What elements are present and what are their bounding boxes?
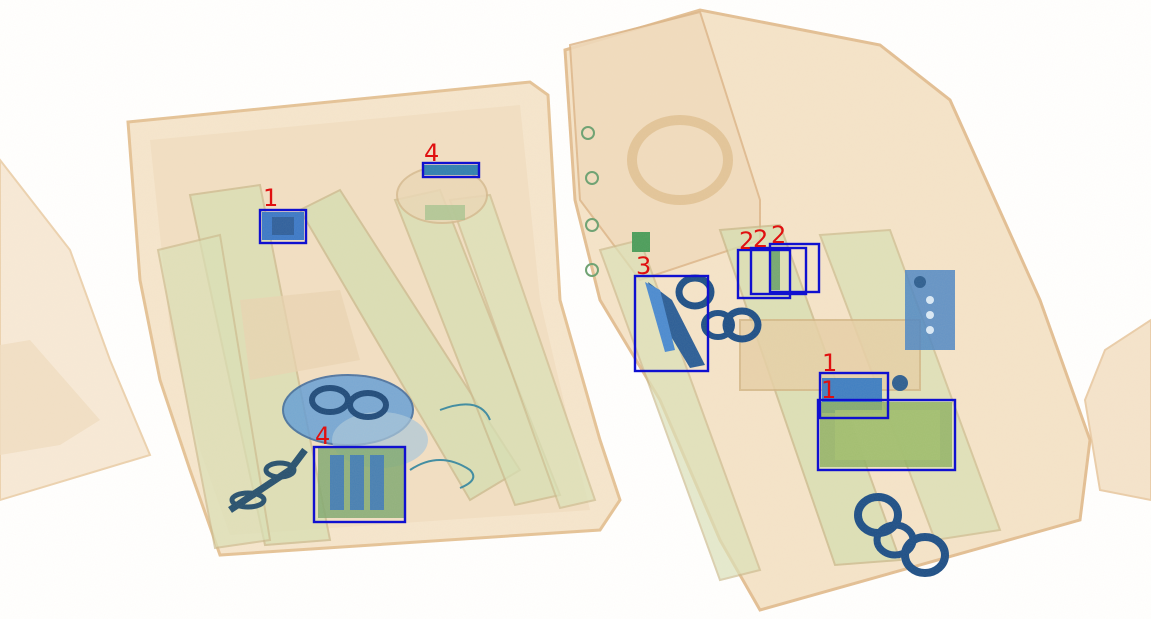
detection-box — [633, 274, 710, 373]
detection-label: 2 — [753, 225, 768, 253]
detection-box — [816, 398, 957, 472]
detection-label: 4 — [315, 422, 330, 450]
detection-box — [818, 371, 890, 420]
detection-box — [749, 246, 808, 296]
detection-box — [312, 445, 407, 524]
detection-label: 1 — [263, 184, 278, 212]
detection-label: 1 — [822, 349, 837, 377]
detection-box — [736, 248, 792, 300]
detection-label: 4 — [424, 139, 439, 167]
detection-label: 3 — [636, 252, 651, 280]
detection-box — [768, 242, 821, 294]
detection-box — [258, 208, 308, 245]
detection-box — [421, 161, 481, 179]
detection-label: 1 — [821, 376, 836, 404]
detection-label: 2 — [771, 221, 786, 249]
